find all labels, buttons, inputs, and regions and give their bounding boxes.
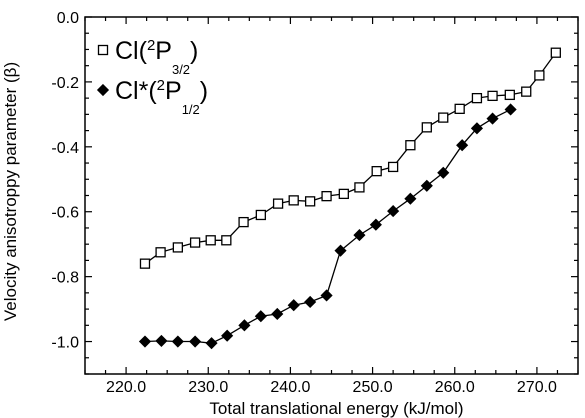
data-point: [338, 188, 349, 200]
y-tick-label: -0.8: [51, 270, 79, 287]
data-point: [171, 335, 184, 348]
data-point: [304, 196, 316, 207]
legend-text-part: P: [155, 37, 172, 65]
y-tick-label: -0.6: [51, 205, 79, 222]
legend-label: Cl(2P3/2): [115, 37, 198, 77]
data-point: [138, 335, 152, 348]
data-point: [238, 319, 251, 332]
data-point: [139, 258, 151, 269]
data-point: [254, 310, 267, 323]
data-point: [287, 299, 300, 312]
series-2: [138, 103, 517, 350]
data-point: [504, 103, 517, 116]
legend-text-part: ): [200, 77, 208, 105]
x-tick-label: 270.0: [517, 379, 557, 396]
data-point: [271, 307, 284, 321]
data-point: [238, 216, 249, 228]
y-tick-label: 0.0: [57, 10, 79, 27]
data-point: [205, 235, 216, 246]
y-axis-title: Velocity anisotroppy parameter (β): [1, 62, 20, 321]
x-axis-title: Total translational energy (kJ/mol): [209, 399, 463, 418]
data-point: [550, 47, 561, 58]
data-point: [354, 182, 365, 193]
legend-label: Cl*(2P1/2): [115, 77, 208, 117]
legend-subscript: 3/2: [172, 62, 190, 77]
data-point: [438, 112, 449, 123]
x-tick-label: 230.0: [188, 379, 228, 396]
data-point: [371, 166, 382, 177]
data-point: [155, 247, 166, 258]
legend-marker: [97, 44, 109, 56]
y-tick-label: -1.0: [51, 335, 79, 352]
data-point: [456, 139, 469, 152]
data-point: [486, 112, 499, 125]
data-point: [320, 289, 333, 302]
data-point: [504, 89, 515, 101]
x-tick-label: 260.0: [435, 379, 475, 396]
data-point: [437, 166, 450, 179]
data-point: [189, 237, 201, 248]
data-point: [369, 218, 382, 231]
x-tick-label: 220.0: [106, 379, 146, 396]
data-point: [470, 122, 484, 135]
legend-marker: [96, 83, 110, 97]
series-line: [144, 108, 511, 344]
legend-text-part: Cl(: [115, 37, 148, 65]
data-point: [454, 103, 465, 114]
data-point: [272, 198, 284, 209]
y-tick-label: -0.2: [51, 75, 79, 92]
x-tick-label: 250.0: [353, 379, 393, 396]
data-point: [205, 337, 218, 350]
series-1: [139, 47, 561, 269]
legend-text-part: ): [190, 37, 198, 65]
data-point: [387, 161, 399, 173]
data-point: [405, 140, 416, 151]
data-point: [255, 209, 266, 221]
data-point: [521, 86, 532, 97]
y-tick-label: -0.4: [51, 140, 79, 157]
data-point: [155, 334, 168, 347]
data-point: [420, 179, 433, 192]
plot-area: 220.0 230.0 240.0 250.0 260.0 270.0 0.0 -0.2 -0.…: [1, 10, 579, 418]
data-point: [421, 122, 432, 133]
data-point: [387, 205, 400, 218]
data-point: [221, 329, 234, 342]
legend: Cl(2P3/2)Cl*(2P1/2): [96, 37, 208, 117]
legend-superscript: 2: [147, 37, 155, 54]
data-point: [221, 235, 232, 246]
legend-text-part: Cl*(: [115, 77, 157, 105]
data-point: [487, 90, 498, 102]
data-point: [321, 190, 332, 202]
legend-superscript: 2: [157, 77, 165, 94]
data-point: [288, 195, 299, 206]
data-point: [471, 92, 483, 104]
data-point: [334, 244, 347, 257]
data-point: [304, 295, 317, 309]
data-point: [172, 242, 183, 253]
x-tick-label: 240.0: [270, 379, 310, 396]
data-point: [534, 70, 545, 81]
data-point: [353, 229, 366, 242]
data-point: [404, 192, 417, 205]
legend-text-part: P: [165, 77, 182, 105]
data-point: [189, 335, 202, 348]
legend-subscript: 1/2: [182, 102, 200, 117]
